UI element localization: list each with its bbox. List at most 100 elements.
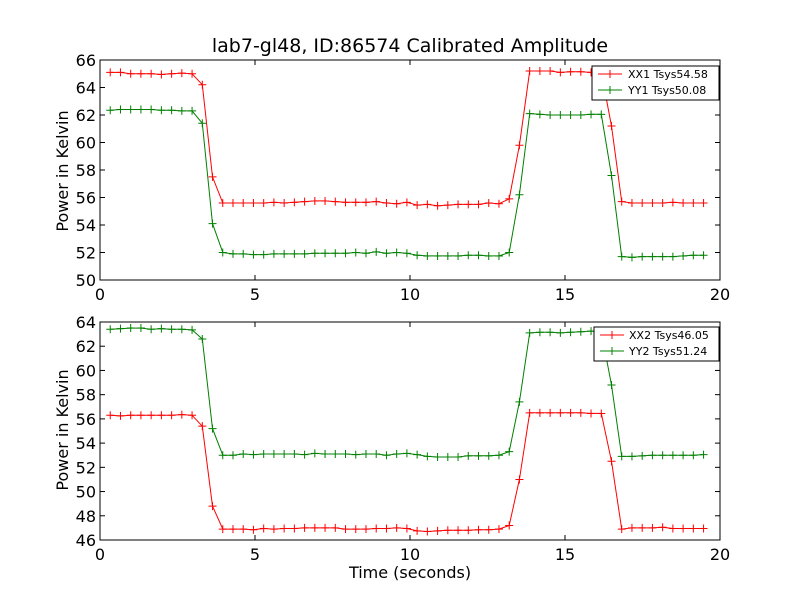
data-point-top-0-20 [310, 196, 319, 205]
data-point-top-0-23 [341, 198, 350, 207]
data-point-bottom-1-43 [546, 328, 555, 337]
data-point-top-0-46 [576, 67, 585, 76]
data-point-bottom-0-56 [679, 524, 688, 533]
data-point-top-0-57 [689, 199, 698, 207]
data-point-top-0-8 [188, 69, 197, 78]
y-axis-label-bottom: Power in Kelvin [53, 369, 72, 490]
data-point-top-0-18 [290, 198, 299, 207]
data-point-top-0-58 [699, 199, 708, 207]
data-point-top-1-0 [106, 106, 115, 115]
data-point-top-1-8 [188, 106, 197, 115]
data-point-bottom-1-29 [402, 449, 411, 458]
data-point-bottom-1-36 [474, 451, 483, 460]
data-point-top-0-28 [392, 199, 401, 208]
data-point-bottom-0-13 [239, 525, 248, 534]
data-point-top-0-22 [331, 197, 340, 206]
data-point-bottom-1-9 [198, 334, 207, 343]
data-point-bottom-1-18 [290, 450, 299, 459]
data-point-top-1-31 [423, 251, 432, 260]
data-point-top-1-27 [382, 249, 391, 258]
data-point-bottom-0-21 [321, 523, 330, 532]
data-point-top-0-21 [321, 196, 330, 205]
chart-panel-bottom: Time (seconds) Power in Kelvin 0 5 10 15 20 4… [53, 313, 730, 582]
data-point-top-1-43 [546, 111, 555, 119]
y-tick-label-bottom-8: 62 [76, 337, 96, 356]
data-point-top-1-57 [689, 251, 698, 260]
data-point-top-1-49 [607, 171, 616, 180]
x-tick-label-top-1: 5 [250, 285, 260, 304]
data-point-top-1-28 [392, 248, 401, 257]
data-point-bottom-1-51 [627, 452, 636, 461]
data-point-top-1-24 [351, 248, 360, 257]
data-point-bottom-0-37 [484, 525, 493, 534]
data-point-bottom-0-5 [157, 411, 166, 420]
data-point-top-0-1 [116, 68, 125, 77]
data-point-bottom-0-32 [433, 526, 442, 535]
data-point-top-0-54 [658, 199, 667, 207]
data-point-bottom-0-17 [280, 524, 289, 533]
x-tick-label-top-4: 20 [710, 285, 730, 304]
data-point-top-0-0 [106, 68, 115, 77]
data-point-bottom-1-54 [658, 451, 667, 460]
legend-marker-xx1 [606, 70, 614, 78]
data-point-bottom-1-39 [505, 447, 514, 456]
data-point-top-0-12 [228, 199, 237, 207]
data-point-bottom-1-27 [382, 451, 391, 460]
y-tick-label-top-7: 64 [76, 79, 96, 98]
data-point-top-1-29 [402, 249, 411, 258]
data-point-bottom-1-23 [341, 450, 350, 459]
data-point-bottom-1-5 [157, 324, 166, 333]
x-tick-label-bottom-2: 10 [400, 545, 420, 564]
data-point-bottom-1-41 [525, 328, 534, 337]
data-point-top-1-26 [372, 247, 381, 256]
data-point-bottom-1-46 [576, 327, 585, 336]
data-point-bottom-0-34 [454, 526, 463, 535]
data-point-top-1-13 [239, 249, 248, 258]
data-point-top-1-20 [310, 249, 319, 258]
data-point-top-0-53 [648, 199, 657, 207]
data-point-bottom-0-12 [228, 525, 237, 534]
y-tick-label-top-8: 66 [76, 51, 96, 70]
data-point-bottom-1-17 [280, 450, 289, 459]
data-point-top-1-15 [259, 250, 268, 259]
data-point-top-1-21 [321, 249, 330, 258]
data-point-bottom-0-25 [361, 525, 370, 534]
data-point-top-1-10 [208, 219, 217, 228]
data-point-bottom-0-19 [300, 523, 309, 532]
data-point-top-0-32 [433, 201, 442, 210]
data-point-bottom-1-34 [454, 453, 463, 462]
data-point-bottom-1-3 [136, 324, 145, 333]
data-point-bottom-1-21 [321, 450, 330, 459]
data-point-top-0-3 [136, 69, 145, 78]
data-point-bottom-1-42 [535, 328, 544, 337]
data-point-top-1-45 [566, 111, 575, 119]
data-point-bottom-1-22 [331, 450, 340, 459]
y-tick-label-top-2: 54 [76, 216, 96, 235]
data-point-bottom-1-40 [515, 397, 524, 406]
data-point-bottom-0-47 [587, 409, 596, 418]
data-point-bottom-1-28 [392, 450, 401, 459]
data-point-top-1-16 [269, 249, 278, 258]
x-tick-label-top-2: 10 [400, 285, 420, 304]
data-point-top-0-52 [638, 199, 647, 207]
legend-marker-xx2 [608, 331, 616, 339]
x-tick-label-bottom-1: 5 [250, 545, 260, 564]
data-point-top-0-10 [208, 172, 217, 181]
chart-title: lab7-gl48, ID:86574 Calibrated Amplitude [212, 35, 608, 57]
data-point-top-1-41 [525, 109, 534, 118]
data-point-top-1-50 [617, 252, 626, 261]
data-point-top-1-19 [300, 249, 309, 258]
data-point-bottom-0-2 [126, 411, 135, 420]
data-point-bottom-1-19 [300, 450, 309, 459]
data-point-bottom-0-42 [535, 408, 544, 417]
data-point-top-0-29 [402, 198, 411, 207]
data-point-bottom-0-23 [341, 525, 350, 534]
data-point-bottom-1-24 [351, 450, 360, 459]
data-point-bottom-0-52 [638, 523, 647, 532]
data-point-top-1-35 [464, 251, 473, 260]
data-point-top-0-50 [617, 197, 626, 206]
data-point-bottom-1-52 [638, 451, 647, 460]
legend-label-yy2: YY2 Tsys51.24 [628, 345, 707, 358]
data-point-top-1-42 [535, 110, 544, 119]
